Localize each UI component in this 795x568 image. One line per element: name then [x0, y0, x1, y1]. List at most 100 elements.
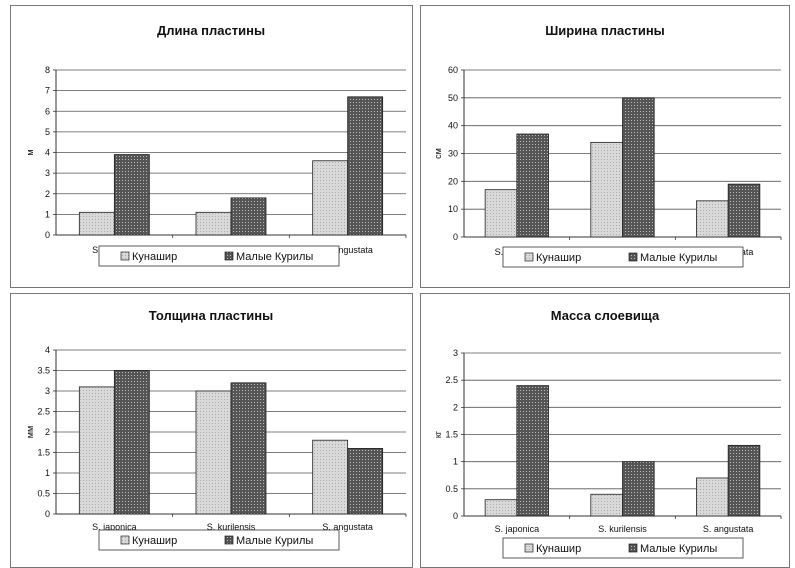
legend-label: Малые Курилы [640, 543, 717, 555]
bar-kurils [727, 444, 761, 517]
y-tick-label: 20 [448, 176, 458, 186]
bar-kurils [230, 382, 267, 515]
bar-kurils [113, 154, 150, 236]
legend-label: Кунашир [132, 535, 177, 547]
bar-kunashir [78, 211, 115, 236]
y-tick-label: 1 [453, 457, 458, 467]
legend: Кунашир Малые Курилы [502, 246, 744, 268]
y-tick-label: 2.5 [445, 375, 458, 385]
y-tick-label: 2 [453, 402, 458, 412]
y-tick-label: 10 [448, 204, 458, 214]
y-tick-label: 3 [45, 168, 50, 178]
y-tick-label: 0.5 [37, 489, 50, 499]
category-label: S. japonica [92, 522, 137, 532]
legend-box [502, 537, 744, 559]
chart-panel-thickness: Толщина пластины мм 0 0.5 1 1.5 2 2.5 3 3.5 4 S. ja… [10, 293, 413, 568]
y-tick-label: 40 [448, 121, 458, 131]
legend-swatch [120, 535, 130, 545]
y-tick-label: 50 [448, 93, 458, 103]
y-tick-label: 0 [453, 511, 458, 521]
legend-swatch [628, 543, 638, 553]
legend-swatch [524, 252, 534, 262]
y-tick-label: 2 [45, 189, 50, 199]
legend-swatch [224, 535, 234, 545]
bar-kurils [347, 447, 384, 515]
legend-label: Малые Курилы [236, 251, 313, 263]
bar-kurils [727, 183, 761, 238]
y-axis-label: см [433, 148, 443, 159]
y-tick-label: 2 [45, 427, 50, 437]
y-tick-label: 3 [453, 348, 458, 358]
y-axis-label: м [25, 149, 35, 155]
legend-swatch [524, 543, 534, 553]
legend-label: Малые Курилы [640, 252, 717, 264]
bar-kurils [622, 97, 655, 238]
category-label: S. angustata [322, 522, 373, 532]
legend: Кунашир Малые Курилы [98, 529, 340, 551]
chart-mass: Масса слоевища кг 0 0.5 1 1.5 2 2.5 3 S. japonica… [433, 308, 782, 559]
y-tick-label: 60 [448, 65, 458, 75]
category-label: S. angustata [703, 524, 754, 534]
legend-box [98, 245, 340, 267]
bar-kunashir [78, 386, 115, 515]
y-tick-label: 0 [453, 232, 458, 242]
legend-swatch [628, 252, 638, 262]
y-tick-label: 1 [45, 209, 50, 219]
chart-title: Масса слоевища [551, 308, 660, 323]
y-tick-label: 0.5 [445, 484, 458, 494]
bar-kurils [113, 370, 150, 515]
legend-label: Кунашир [536, 543, 581, 555]
y-tick-label: 2.5 [37, 407, 50, 417]
y-tick-label: 0 [45, 230, 50, 240]
y-tick-label: 0 [45, 509, 50, 519]
y-tick-label: 1.5 [445, 430, 458, 440]
y-tick-label: 3.5 [37, 366, 50, 376]
category-label: S. kurilensis [207, 522, 256, 532]
y-tick-label: 5 [45, 127, 50, 137]
chart-title: Толщина пластины [149, 308, 274, 323]
legend-box [502, 246, 744, 268]
bar-kunashir [484, 189, 518, 238]
chart-panel-mass: Масса слоевища кг 0 0.5 1 1.5 2 2.5 3 S. japonica… [420, 293, 790, 568]
bar-kurils [516, 385, 549, 517]
legend-label: Кунашир [536, 252, 581, 264]
bar-kurils [516, 133, 549, 238]
legend-box [98, 529, 340, 551]
legend-label: Малые Курилы [236, 535, 313, 547]
chart-title: Длина пластины [157, 23, 265, 38]
bar-kurils [230, 197, 267, 236]
y-axis-label: кг [433, 430, 443, 438]
bar-kurils [347, 96, 384, 236]
legend: Кунашир Малые Курилы [502, 537, 744, 559]
bar-kunashir [195, 211, 232, 236]
y-tick-label: 6 [45, 106, 50, 116]
legend-swatch [120, 251, 130, 261]
y-tick-label: 30 [448, 149, 458, 159]
legend-label: Кунашир [132, 251, 177, 263]
bar-kunashir [195, 390, 232, 515]
chart-thickness: Толщина пластины мм 0 0.5 1 1.5 2 2.5 3 3.5 4 S. ja… [25, 308, 407, 551]
y-tick-label: 4 [45, 345, 50, 355]
bar-kunashir [590, 141, 623, 238]
bar-kunashir [312, 160, 349, 236]
category-label: S. angustata [322, 245, 373, 255]
bar-kunashir [312, 439, 349, 515]
y-tick-label: 1.5 [37, 448, 50, 458]
y-axis-label: мм [25, 426, 35, 438]
bar-kunashir [696, 477, 729, 517]
y-tick-label: 7 [45, 86, 50, 96]
y-tick-label: 8 [45, 65, 50, 75]
legend: Кунашир Малые Курилы [98, 245, 340, 267]
y-tick-label: 1 [45, 468, 50, 478]
chart-title: Ширина пластины [545, 23, 665, 38]
y-tick-label: 3 [45, 386, 50, 396]
bar-kunashir [590, 493, 623, 517]
legend-swatch [224, 251, 234, 261]
y-tick-label: 4 [45, 148, 50, 158]
category-label: S. japonica [495, 524, 540, 534]
category-label: S. kurilensis [598, 524, 647, 534]
